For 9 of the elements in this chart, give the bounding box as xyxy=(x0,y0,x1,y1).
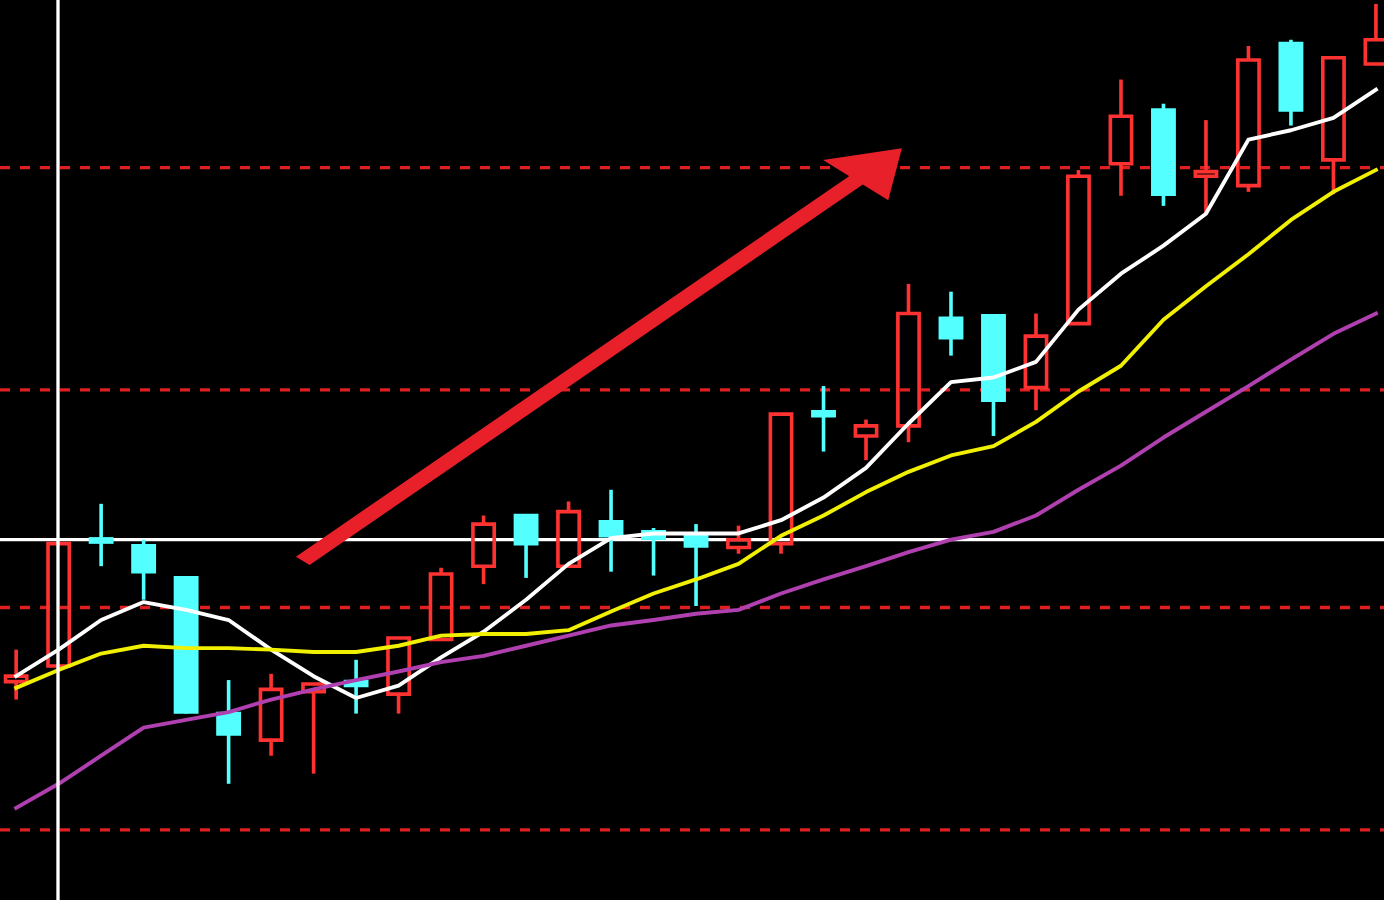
candlestick xyxy=(1108,77,1134,198)
candlestick xyxy=(598,487,624,574)
candlestick xyxy=(216,678,242,786)
candlestick xyxy=(88,502,114,569)
candlestick xyxy=(938,289,964,358)
candlestick xyxy=(258,672,284,758)
candlestick xyxy=(1023,311,1049,413)
candlestick xyxy=(1193,118,1219,216)
candlestick xyxy=(811,384,836,454)
